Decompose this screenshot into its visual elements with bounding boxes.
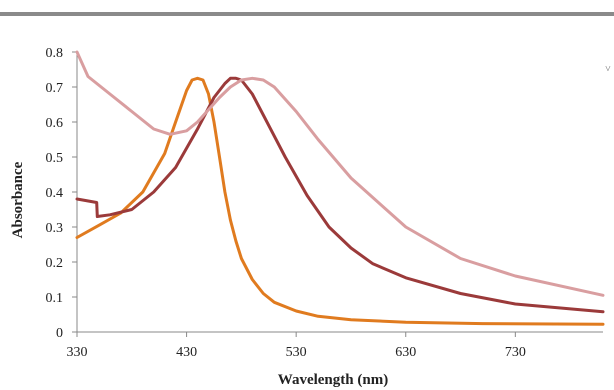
corner-mark: ˅	[605, 64, 611, 75]
x-axis: 330 430 530 630 730	[67, 331, 603, 360]
x-tick-label: 730	[505, 345, 526, 360]
x-tick-label: 330	[67, 345, 88, 360]
y-tick-label: 0	[56, 326, 63, 341]
series-line-2	[75, 76, 605, 314]
y-tick-label: 0.3	[46, 221, 64, 236]
y-tick-label: 0.5	[46, 151, 64, 166]
x-tick-label: 630	[395, 345, 416, 360]
series-line-1	[75, 76, 605, 326]
y-tick-label: 0.7	[46, 81, 64, 96]
y-axis-title: Absorbance	[10, 161, 26, 238]
series-line-3	[75, 50, 605, 297]
y-tick-label: 0.8	[46, 46, 64, 61]
y-tick-label: 0.1	[46, 291, 64, 306]
top-rule	[0, 12, 614, 16]
y-tick-label: 0.2	[46, 256, 64, 271]
y-tick-label: 0.6	[46, 116, 64, 131]
series-lines	[75, 50, 605, 326]
x-axis-title: Wavelength (nm)	[278, 372, 388, 388]
y-axis: 0 0.1 0.2 0.3 0.4 0.5 0.6 0.7 0.8	[46, 46, 78, 341]
x-tick-label: 430	[176, 345, 197, 360]
x-tick-label: 530	[286, 345, 307, 360]
y-tick-label: 0.4	[46, 186, 64, 201]
